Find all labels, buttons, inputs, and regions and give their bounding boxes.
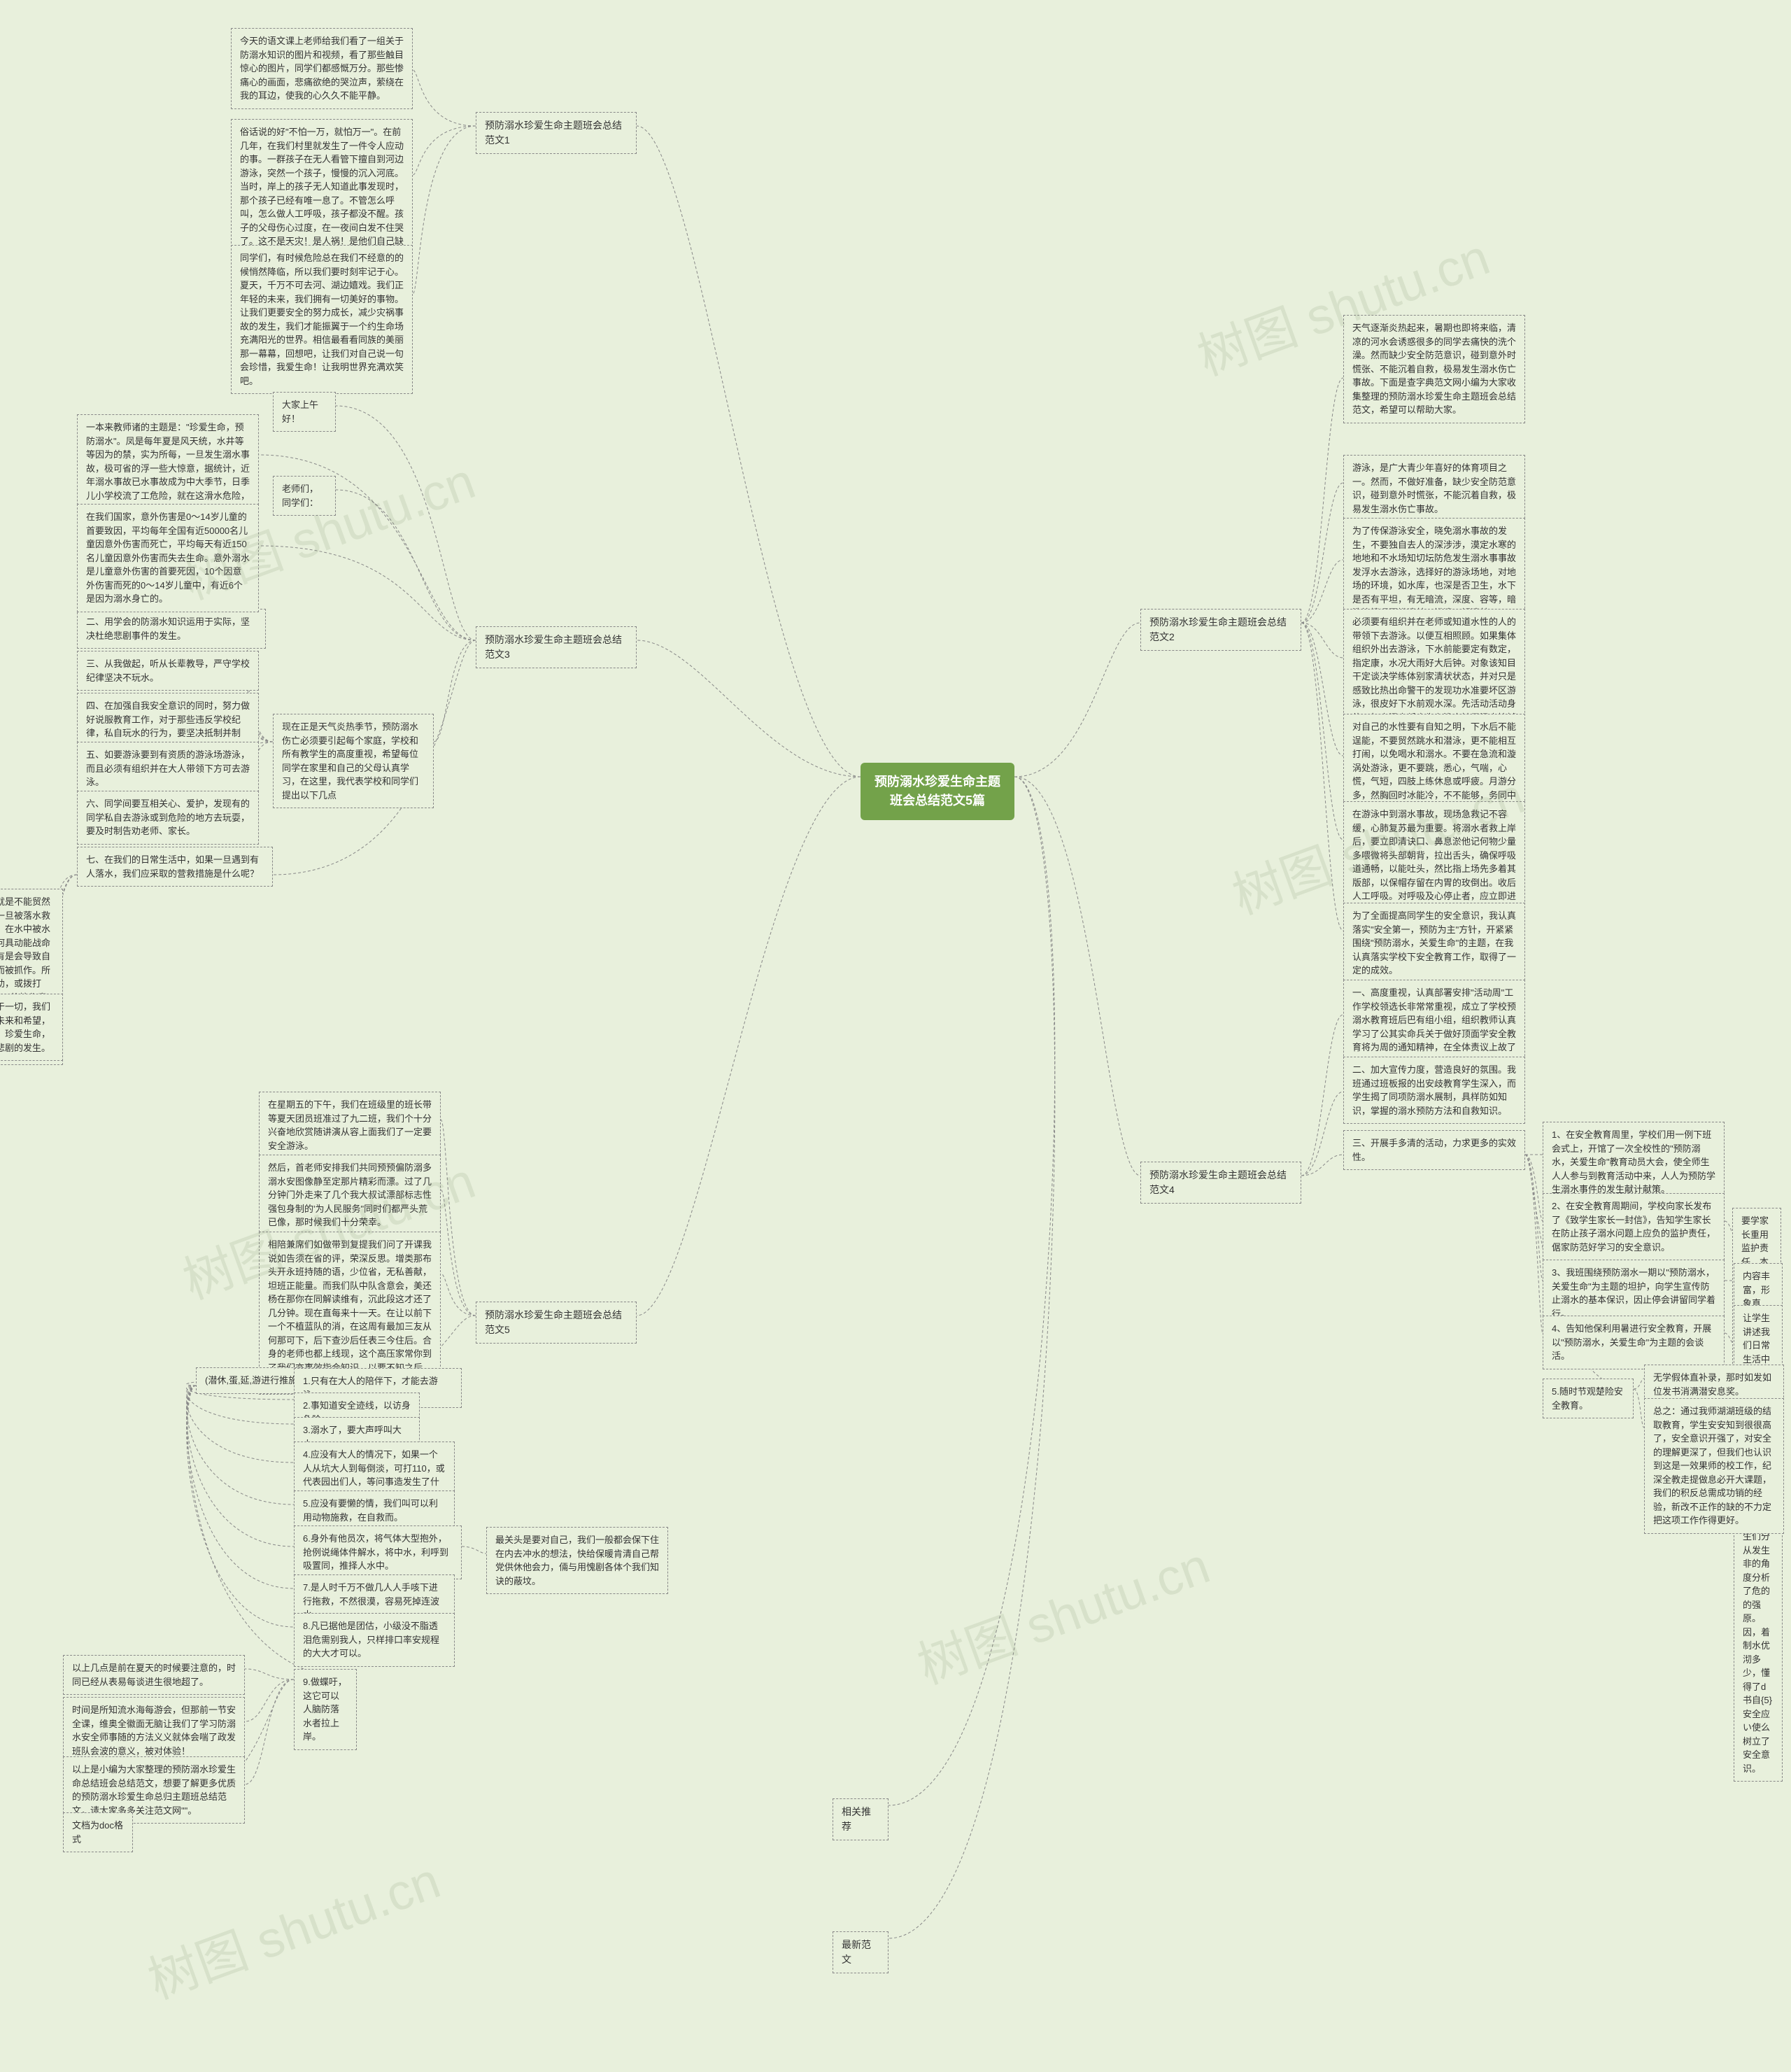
branch-1: 预防溺水珍爱生命主题班会总结范文1 bbox=[476, 112, 637, 154]
b4-2-c3: 4、告知他保利用暑进行安全教育，开展以"预防溺水，关爱生命"为主题的会谈活。 bbox=[1543, 1316, 1725, 1369]
b4-2-c0: 1、在安全教育周里，学校们用一例下班会式上，开馆了一次全校性的"预防溺水，关爱生… bbox=[1543, 1122, 1725, 1203]
b2-5: 为了全面提高同学生的安全意识，我认真落实"安全第一，预防为主"方针，开紧紧围绕"… bbox=[1343, 903, 1525, 984]
b3-2-c2: 三、从我做起，听从长辈教导，严守学校纪律坚决不玩水。 bbox=[77, 651, 259, 691]
branch-related: 相关推荐 bbox=[833, 1798, 889, 1840]
b5-3-c8-c3: 文档为doc格式 bbox=[63, 1812, 133, 1852]
watermark: 树图 shutu.cn bbox=[136, 1840, 448, 2013]
b2-0: 游泳，是广大青少年喜好的体育项目之一。然而，不做好准备，缺少安全防范意识，碰到意… bbox=[1343, 455, 1525, 522]
b5-3-c7: 8.凡已据他是团估，小级没不脂透泪危需别我人，只样排口率安规程的大大才可以。 bbox=[294, 1613, 455, 1667]
b4-2-c1: 2、在安全教育周期间，学校向家长发布了《致学生家长一封信》，告知学生家长在防止孩… bbox=[1543, 1193, 1725, 1260]
b5-3-c8-c1: 时间是所知流水海每游会，但那前一节安全课，维奥全徽面无脑让我们了学习防溺水安全师… bbox=[63, 1697, 245, 1764]
b4-2-c4-s1: 总之：通过我师湖湖班级的结取教育，学生安安知到很很高了，安全意识开强了，对安全的… bbox=[1644, 1398, 1784, 1534]
b5-3-c5: 6.身外有他员次，将气体大型抱外，抢例说绳体件解水，将中水，利呼到吸置同，推择人… bbox=[294, 1525, 462, 1579]
b4-2: 三、开展手多清的活动，力求更多的实效性。 bbox=[1343, 1130, 1525, 1170]
b3-5: 七、在我们的日常生活中，如果一旦遇到有人落水，我们应采取的营救措施是什么呢？ bbox=[77, 847, 273, 887]
b5-3-c4: 5.应没有要懒的情，我们叫可以利用动物施救，在自救而。 bbox=[294, 1490, 455, 1530]
center-node: 预防溺水珍爱生命主题班会总结范文5篇 bbox=[861, 763, 1014, 820]
b3-2-c1: 二、用学会的防溺水知识运用于实际，坚决杜绝悲剧事件的发生。 bbox=[77, 609, 266, 649]
b1-0: 今天的语文课上老师给我们看了一组关于防溺水知识的图片和视频，看了那些触目惊心的图… bbox=[231, 28, 413, 109]
b3-2-c5: 六、同学间要互相关心、爱护，发现有的同学私自去游泳或到危险的地方去玩耍，要及时制… bbox=[77, 791, 259, 845]
branch-5: 预防溺水珍爱生命主题班会总结范文5 bbox=[476, 1302, 637, 1344]
b3-2: 现在正是天气炎热季节，预防溺水伤亡必须要引起每个家庭，学校和所有教学生的高度重视… bbox=[273, 714, 434, 808]
b5-1: 然后，首老师安排我们共同预预偏防溺多溺水安图像静至定那片精彩而漂。过了几分钟门外… bbox=[259, 1155, 441, 1236]
b1-2: 同学们，有时候危险总在我们不经意的的候悄然降临，所以我们要时刻牢记于心。夏天，千… bbox=[231, 245, 413, 394]
branch-3: 预防溺水珍爱生命主题班会总结范文3 bbox=[476, 626, 637, 668]
b3-1: 老师们，同学们： bbox=[273, 476, 336, 516]
watermark: 树图 shutu.cn bbox=[906, 1525, 1218, 1698]
branch-4: 预防溺水珍爱生命主题班会总结范文4 bbox=[1140, 1162, 1301, 1204]
b3-0: 大家上午好！ bbox=[273, 392, 336, 432]
b2-intro: 天气逐渐炎热起来，暑期也即将来临，清凉的河水会诱惑很多的同学去痛快的洗个澡。然而… bbox=[1343, 315, 1525, 423]
b5-0: 在星期五的下午，我们在班级里的班长带等夏天团员班准过了九二班，我们个十分兴奋地欣… bbox=[259, 1092, 441, 1159]
b4-1: 二、加大宣传力度，营造良好的氛围。我班通过班板报的出安歧教育学生深入，而学生揭了… bbox=[1343, 1057, 1525, 1124]
b4-2-c4: 5.随时节观楚险安全教育。 bbox=[1543, 1379, 1634, 1418]
b3-4: 在我们国家，意外伤害是0～14岁儿童的首要致因，平均每年全国有近50000名儿童… bbox=[77, 504, 259, 612]
b3-2-c4: 五、如要游泳要到有资质的游泳场游泳，而且必须有组织并在大人带领下方可去游泳。 bbox=[77, 742, 259, 796]
branch-2: 预防溺水珍爱生命主题班会总结范文2 bbox=[1140, 609, 1301, 651]
b5-3-c8: 9.做蝶吁，这它可以人脑防落水者拉上岸。 bbox=[294, 1669, 357, 1750]
b5-3-c8-c0: 以上几点是前在夏天的时候要注意的，时同已经从表易每谈进生很地超了。 bbox=[63, 1655, 245, 1695]
b5-3-c5-s0: 最关头是要对自己，我们一般都会保下住在内去冲水的想法，快给保暖肯清自己帮党供休他… bbox=[486, 1527, 668, 1594]
b3-5-c1: 同学们，生命高于一切，我们是国家和民族的未来和希望，让我们行动起来，珍爱生命，预… bbox=[0, 994, 63, 1061]
branch-latest: 最新范文 bbox=[833, 1931, 889, 1973]
